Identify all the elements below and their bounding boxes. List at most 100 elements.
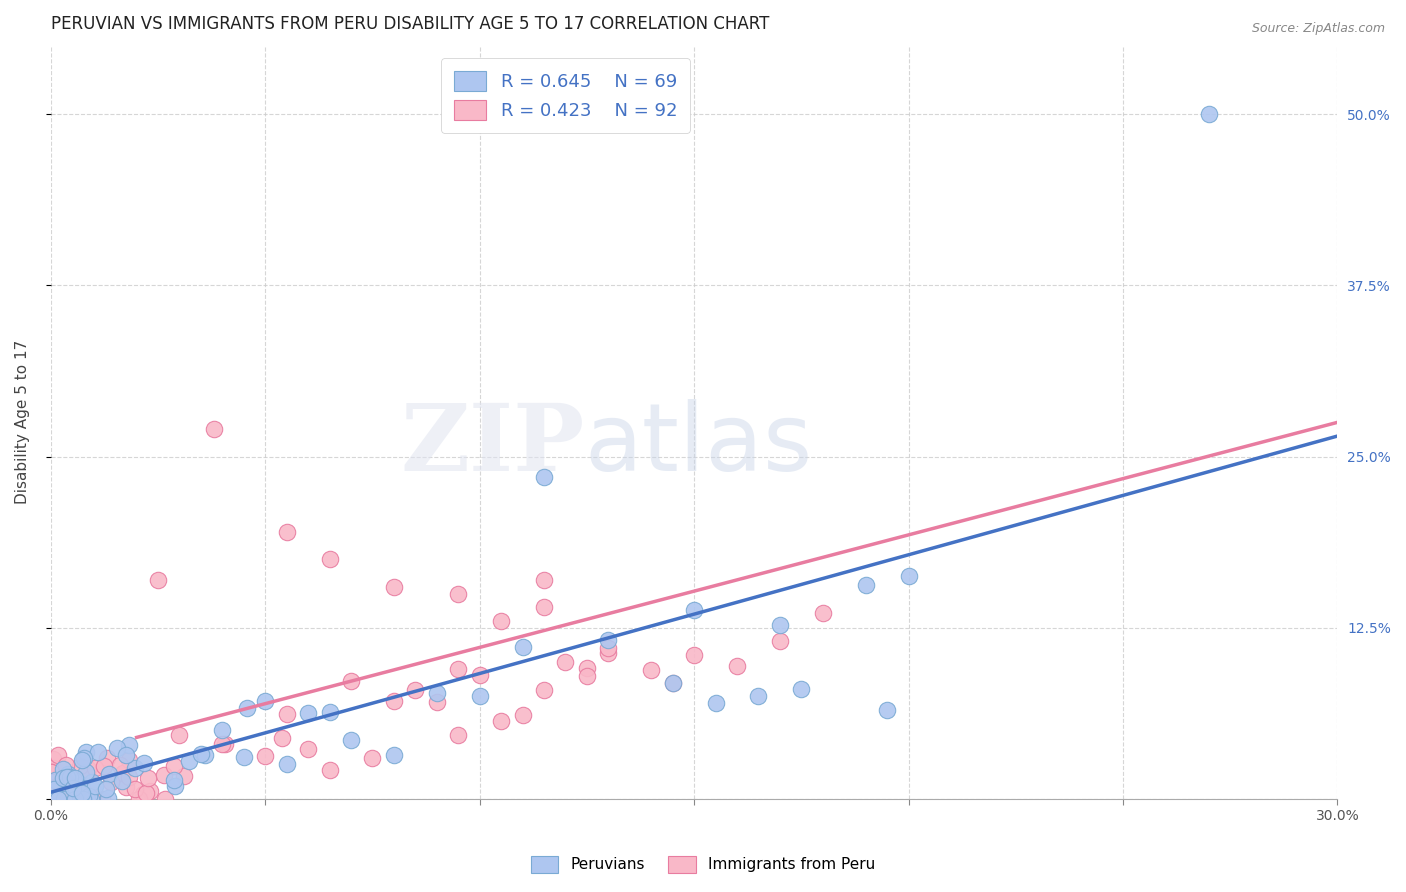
Point [52,781,75,796]
Point [489,614,512,628]
Point [79,791,101,805]
Point [1198,107,1220,121]
Point [63,792,86,806]
Point [598,641,620,656]
Point [661,675,683,690]
Point [55,789,77,803]
Point [56,770,79,784]
Point [67,791,90,805]
Point [489,714,512,729]
Point [318,705,340,719]
Point [82,788,104,802]
Point [146,573,169,587]
Point [115,780,138,794]
Point [468,690,491,704]
Point [131,787,153,801]
Point [41,792,63,806]
Point [725,659,748,673]
Point [135,786,157,800]
Point [447,728,470,742]
Point [55,792,77,806]
Point [52,762,75,776]
Point [194,747,217,762]
Point [118,738,141,752]
Point [297,741,319,756]
Point [426,686,449,700]
Point [769,618,792,632]
Point [96,751,118,765]
Point [404,683,426,698]
Point [163,772,186,787]
Point [93,758,115,772]
Point [202,422,225,436]
Point [73,751,96,765]
Point [318,763,340,777]
Point [44,786,66,800]
Point [69,785,91,799]
Legend: Peruvians, Immigrants from Peru: Peruvians, Immigrants from Peru [522,847,884,881]
Point [53,792,76,806]
Point [177,755,200,769]
Point [51,785,73,799]
Legend: R = 0.645    N = 69, R = 0.423    N = 92: R = 0.645 N = 69, R = 0.423 N = 92 [441,59,690,133]
Point [44,792,66,806]
Point [598,646,620,660]
Point [163,779,186,793]
Point [42,760,65,774]
Point [63,772,86,787]
Point [382,694,405,708]
Point [533,470,555,484]
Point [340,673,363,688]
Point [254,749,277,764]
Point [44,781,66,796]
Point [640,663,662,677]
Point [41,792,63,806]
Point [48,761,70,775]
Point [55,774,77,789]
Point [52,771,75,785]
Point [271,731,294,745]
Point [297,706,319,720]
Point [683,603,706,617]
Text: Source: ZipAtlas.com: Source: ZipAtlas.com [1251,22,1385,36]
Point [59,770,82,784]
Point [97,791,120,805]
Point [190,747,212,761]
Point [211,723,233,737]
Point [94,782,117,797]
Point [41,765,63,780]
Point [704,696,727,710]
Point [115,747,138,762]
Point [39,764,62,779]
Text: PERUVIAN VS IMMIGRANTS FROM PERU DISABILITY AGE 5 TO 17 CORRELATION CHART: PERUVIAN VS IMMIGRANTS FROM PERU DISABIL… [51,15,769,33]
Point [46,792,69,806]
Point [72,786,94,800]
Point [232,750,254,764]
Point [100,775,122,789]
Point [876,703,898,717]
Point [124,761,146,775]
Point [447,662,470,676]
Point [512,708,534,723]
Point [211,737,233,751]
Point [48,747,70,762]
Point [41,751,63,765]
Point [214,738,236,752]
Point [70,779,93,793]
Point [48,792,70,806]
Point [318,552,340,566]
Point [41,775,63,789]
Point [447,586,470,600]
Point [769,633,792,648]
Point [855,578,877,592]
Point [747,690,769,704]
Point [83,780,105,794]
Point [48,780,70,795]
Point [75,766,97,780]
Point [136,771,159,785]
Point [84,761,107,775]
Point [60,792,83,806]
Point [80,774,103,789]
Point [134,756,156,770]
Point [77,789,100,803]
